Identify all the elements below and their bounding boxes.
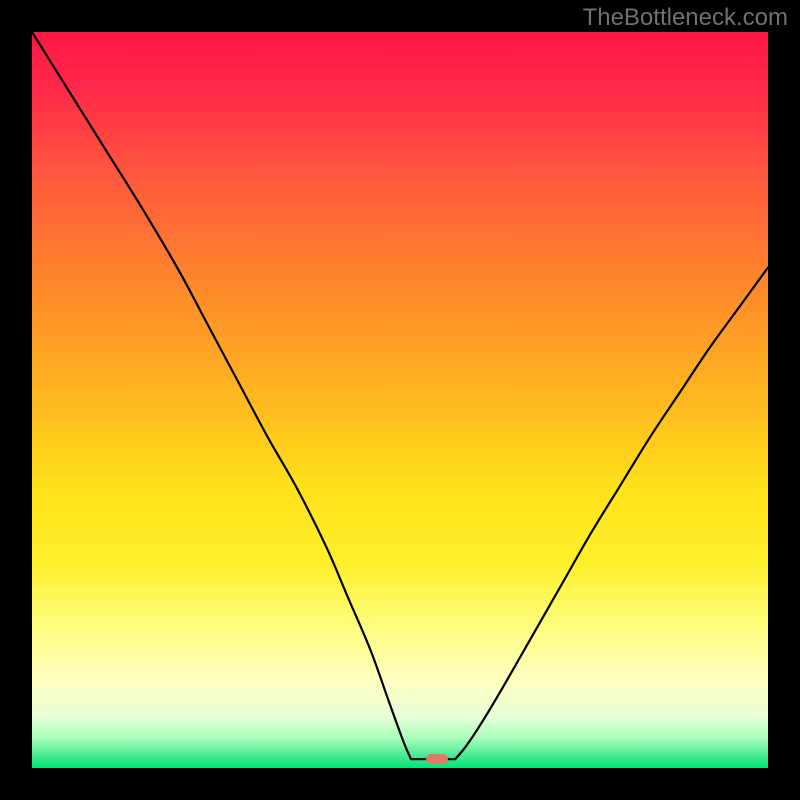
- minimum-marker: [426, 754, 448, 764]
- curve-left: [32, 32, 411, 759]
- watermark-text: TheBottleneck.com: [583, 4, 788, 32]
- plot-area: [32, 32, 768, 768]
- chart-container: TheBottleneck.com: [0, 0, 800, 800]
- curve-right: [455, 268, 768, 760]
- bottleneck-curve: [32, 32, 768, 768]
